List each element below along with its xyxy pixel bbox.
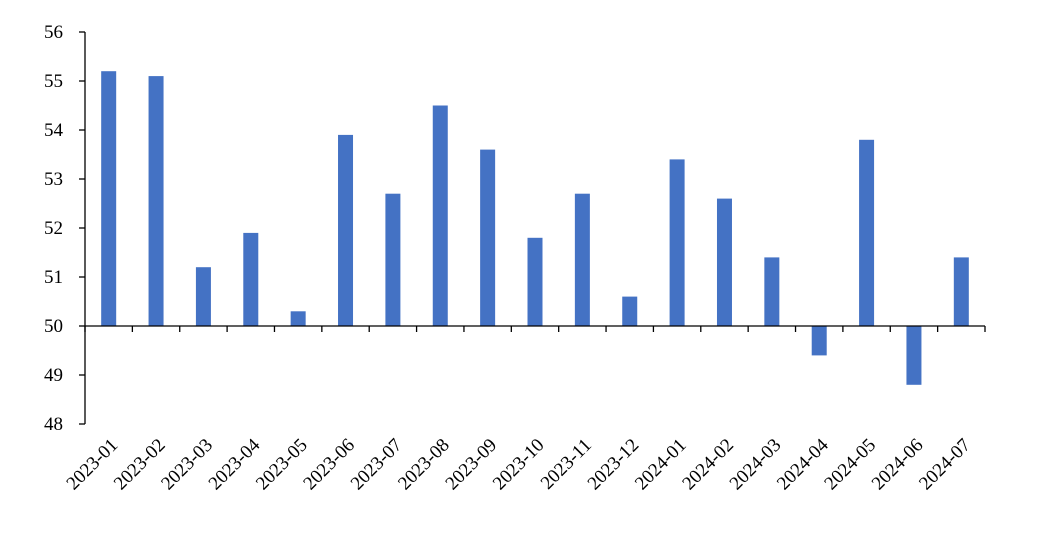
bar <box>906 326 922 385</box>
bar <box>859 139 875 326</box>
bar <box>527 237 543 326</box>
x-tick-label: 2023-12 <box>584 435 644 495</box>
bar <box>290 311 306 326</box>
bars <box>101 71 969 385</box>
y-tick-label: 49 <box>44 365 63 386</box>
bar <box>432 105 448 326</box>
x-tick-label: 2024-04 <box>773 434 833 494</box>
x-axis: 2023-012023-022023-032023-042023-052023-… <box>63 325 986 495</box>
x-tick-label: 2023-03 <box>157 435 217 495</box>
bar <box>195 267 211 326</box>
y-axis: 48 49 50 51 52 53 54 55 56 <box>44 22 86 435</box>
bar <box>669 159 685 326</box>
bar <box>622 296 638 326</box>
x-tick-label: 2023-01 <box>63 435 123 495</box>
y-tick-label: 55 <box>44 71 63 92</box>
bar <box>385 193 401 326</box>
x-tick-label: 2023-06 <box>299 435 359 495</box>
bar <box>953 257 969 326</box>
x-tick-label: 2023-09 <box>442 435 502 495</box>
y-tick-label: 48 <box>44 414 63 435</box>
bar <box>574 193 590 326</box>
bar <box>480 149 496 326</box>
x-tick-label: 2023-05 <box>252 435 312 495</box>
bar <box>716 198 732 326</box>
bar <box>338 134 354 326</box>
y-tick-label: 53 <box>44 169 63 190</box>
x-tick-label: 2023-11 <box>537 435 596 494</box>
y-tick-label: 52 <box>44 218 63 239</box>
bar <box>101 71 117 326</box>
x-tick-label: 2024-07 <box>915 435 975 495</box>
bar <box>811 326 827 356</box>
y-tick-label: 56 <box>44 22 63 43</box>
bar <box>764 257 780 326</box>
x-tick-label: 2023-10 <box>489 435 549 495</box>
y-tick-label: 50 <box>44 316 63 337</box>
bar <box>243 232 259 326</box>
x-tick-label: 2023-04 <box>205 434 265 494</box>
y-tick-label: 54 <box>44 120 64 141</box>
x-tick-label: 2024-05 <box>820 435 880 495</box>
y-tick-label: 51 <box>44 267 63 288</box>
x-tick-label: 2023-02 <box>110 435 170 495</box>
x-tick-label: 2024-06 <box>868 435 928 495</box>
x-tick-label: 2023-08 <box>394 435 454 495</box>
bar <box>148 76 164 326</box>
x-tick-label: 2024-02 <box>678 435 738 495</box>
x-tick-label: 2023-07 <box>347 435 407 495</box>
x-tick-label: 2024-03 <box>726 435 786 495</box>
x-tick-label: 2024-01 <box>631 435 691 495</box>
